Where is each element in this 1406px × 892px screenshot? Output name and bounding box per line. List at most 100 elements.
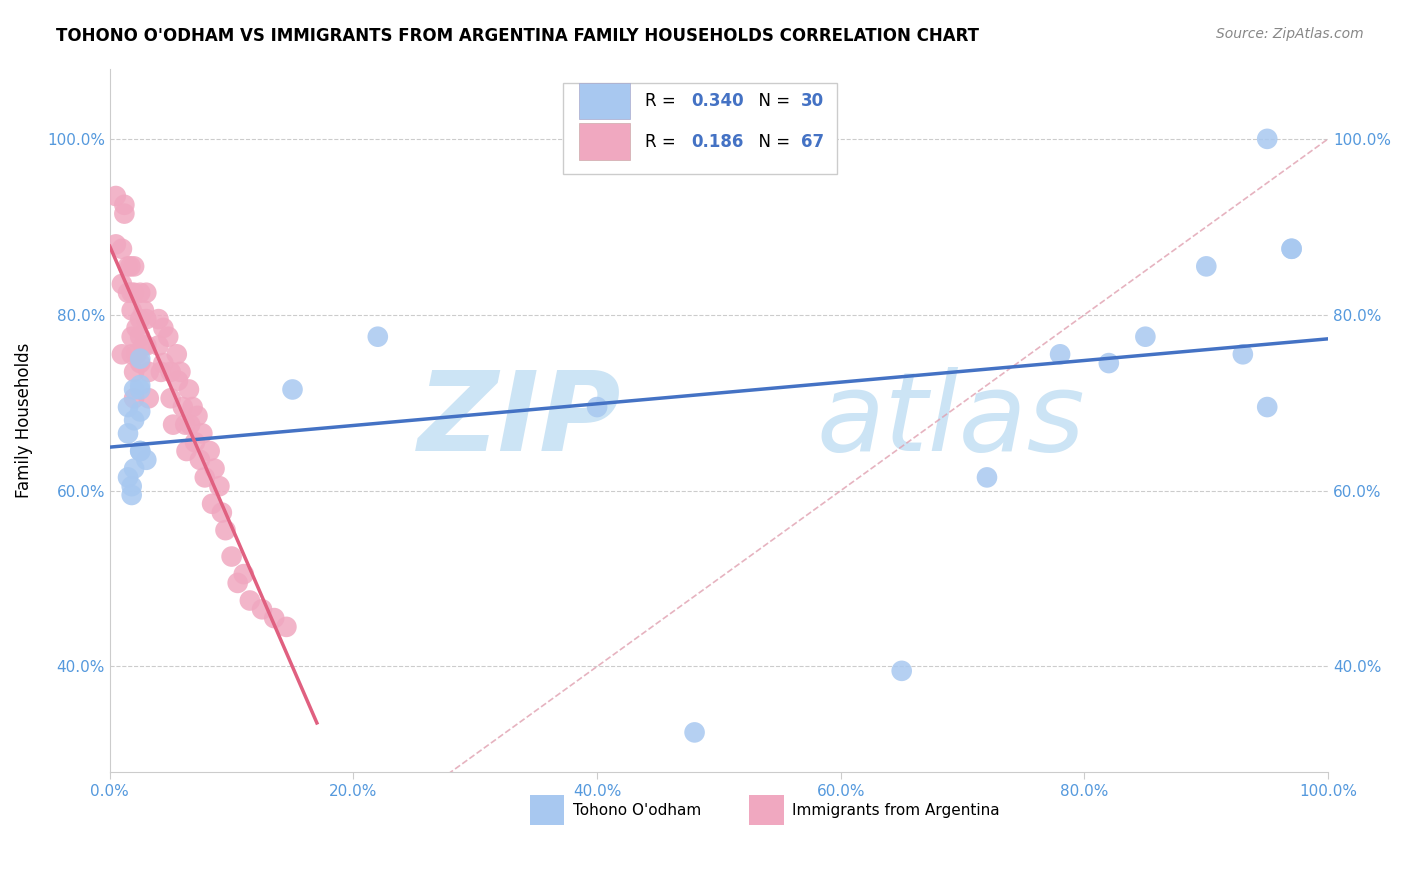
- Point: [226, 575, 249, 590]
- Bar: [579, 123, 630, 160]
- Point: [176, 444, 198, 458]
- Point: [890, 664, 912, 678]
- Point: [121, 285, 143, 300]
- Point: [129, 383, 152, 397]
- Point: [138, 365, 160, 379]
- Point: [188, 452, 211, 467]
- Point: [138, 391, 160, 405]
- Point: [122, 461, 145, 475]
- Point: [214, 523, 236, 537]
- Point: [1195, 260, 1218, 274]
- Point: [104, 189, 127, 203]
- Point: [135, 338, 157, 352]
- Point: [111, 242, 134, 256]
- Point: [181, 400, 204, 414]
- Point: [111, 347, 134, 361]
- Point: [121, 488, 143, 502]
- Point: [129, 378, 152, 392]
- Text: 0.340: 0.340: [690, 92, 744, 110]
- Point: [179, 417, 201, 432]
- Point: [149, 365, 172, 379]
- Point: [159, 391, 181, 405]
- Point: [250, 602, 273, 616]
- Point: [191, 426, 214, 441]
- Point: [1098, 356, 1121, 370]
- Point: [184, 435, 207, 450]
- Point: [239, 593, 262, 607]
- Point: [112, 206, 135, 220]
- Point: [198, 444, 221, 458]
- Point: [117, 260, 139, 274]
- Point: [122, 383, 145, 397]
- Point: [132, 303, 155, 318]
- Point: [125, 321, 148, 335]
- Point: [117, 426, 139, 441]
- Point: [281, 383, 304, 397]
- Point: [135, 452, 157, 467]
- Point: [194, 470, 217, 484]
- Text: 67: 67: [800, 133, 824, 151]
- Point: [117, 470, 139, 484]
- Point: [129, 312, 152, 326]
- Point: [112, 198, 135, 212]
- Point: [1135, 329, 1157, 343]
- Point: [117, 400, 139, 414]
- Text: TOHONO O'ODHAM VS IMMIGRANTS FROM ARGENTINA FAMILY HOUSEHOLDS CORRELATION CHART: TOHONO O'ODHAM VS IMMIGRANTS FROM ARGENT…: [56, 27, 979, 45]
- Point: [135, 285, 157, 300]
- Point: [166, 347, 188, 361]
- Point: [177, 383, 200, 397]
- Point: [152, 356, 174, 370]
- Point: [129, 285, 152, 300]
- Point: [122, 260, 145, 274]
- Point: [276, 620, 298, 634]
- Point: [129, 444, 152, 458]
- Point: [125, 347, 148, 361]
- Y-axis label: Family Households: Family Households: [15, 343, 32, 498]
- Text: 30: 30: [800, 92, 824, 110]
- Point: [135, 312, 157, 326]
- Point: [122, 285, 145, 300]
- Point: [167, 374, 190, 388]
- Bar: [579, 83, 630, 120]
- Point: [162, 417, 184, 432]
- Point: [132, 338, 155, 352]
- Point: [186, 409, 208, 423]
- Point: [129, 351, 152, 366]
- Text: Tohono O'odham: Tohono O'odham: [572, 803, 702, 818]
- Text: N =: N =: [748, 133, 796, 151]
- Point: [129, 329, 152, 343]
- Point: [121, 347, 143, 361]
- Point: [159, 365, 181, 379]
- Point: [1232, 347, 1254, 361]
- Point: [121, 329, 143, 343]
- Point: [117, 285, 139, 300]
- Text: N =: N =: [748, 92, 796, 110]
- Point: [129, 356, 152, 370]
- Text: Source: ZipAtlas.com: Source: ZipAtlas.com: [1216, 27, 1364, 41]
- Point: [1256, 400, 1278, 414]
- Point: [148, 338, 170, 352]
- Point: [1256, 132, 1278, 146]
- Point: [148, 312, 170, 326]
- Point: [204, 461, 226, 475]
- Point: [201, 497, 224, 511]
- Point: [122, 391, 145, 405]
- Point: [1281, 242, 1303, 256]
- Bar: [530, 795, 564, 825]
- Point: [157, 329, 180, 343]
- Point: [263, 611, 285, 625]
- Point: [121, 479, 143, 493]
- Point: [1281, 242, 1303, 256]
- Point: [367, 329, 389, 343]
- Text: R =: R =: [644, 133, 681, 151]
- Point: [129, 444, 152, 458]
- Text: atlas: atlas: [817, 367, 1085, 474]
- Text: R =: R =: [644, 92, 681, 110]
- Point: [122, 365, 145, 379]
- Point: [169, 365, 191, 379]
- Point: [683, 725, 706, 739]
- Point: [1049, 347, 1071, 361]
- Point: [129, 404, 152, 418]
- Text: 0.186: 0.186: [690, 133, 744, 151]
- Text: Immigrants from Argentina: Immigrants from Argentina: [792, 803, 1000, 818]
